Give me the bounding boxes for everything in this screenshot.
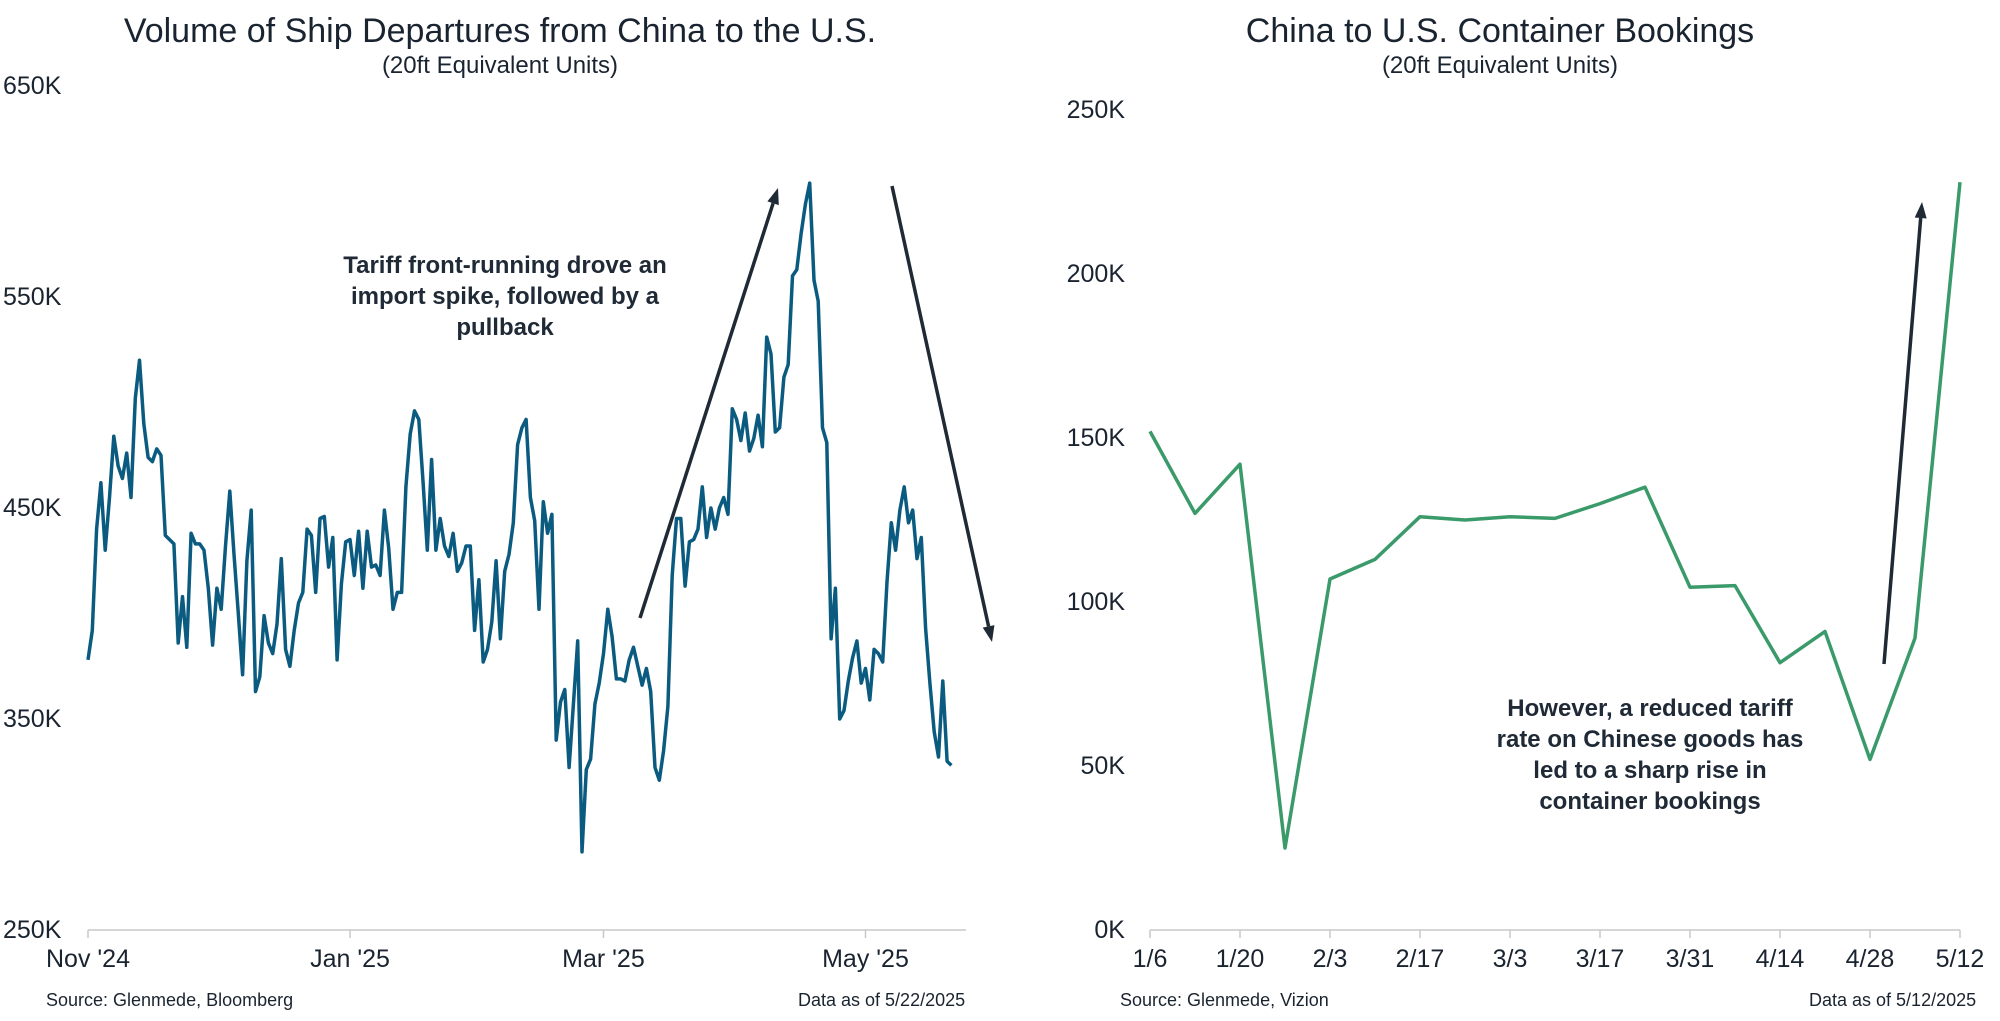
rise-arrow (638, 188, 779, 619)
chart-annotation: However, a reduced tariff rate on Chines… (1496, 695, 1804, 815)
ship-departures-series-line (86, 181, 953, 854)
x-tick-label: 3/3 (1493, 945, 1528, 973)
x-tick-label: Jan '25 (310, 945, 390, 973)
x-tick-label: 3/17 (1576, 945, 1625, 973)
x-tick-label: 2/17 (1396, 945, 1445, 973)
x-tick-label: 1/6 (1133, 945, 1168, 973)
x-tick-label: 2/3 (1313, 945, 1348, 973)
chart-title: China to U.S. Container Bookings (1245, 12, 1755, 50)
y-tick-label: 650K (3, 72, 62, 100)
chart-subtitle: (20ft Equivalent Units) (381, 52, 619, 79)
y-tick-label: 150K (1067, 424, 1126, 452)
x-tick-label: 3/31 (1666, 945, 1715, 973)
y-tick-label: 250K (1067, 96, 1126, 124)
data-as-of-note: Data as of 5/22/2025 (798, 990, 966, 1010)
y-tick-label: 50K (1081, 752, 1126, 780)
y-tick-label: 100K (1067, 588, 1126, 616)
chart-title: Volume of Ship Departures from China to … (123, 12, 877, 50)
fall-arrow (890, 185, 995, 642)
x-tick-label: May '25 (822, 945, 909, 973)
source-note: Source: Glenmede, Vizion (1120, 990, 1329, 1010)
chart-annotation: Tariff front-running drove an import spi… (343, 252, 667, 341)
container-bookings-chart: 1/6 1/20 2/3 2/17 3/3 3/17 3/31 4/14 4/28 5/12 0K 5… (1067, 96, 1985, 973)
y-tick-label: 250K (3, 916, 62, 944)
y-tick-label: 450K (3, 494, 62, 522)
x-tick-label: 1/20 (1216, 945, 1265, 973)
ship-departures-chart: Nov '24 Jan '25 Mar '25 May '25 250K 350K 450K… (3, 72, 995, 973)
surge-arrow (1882, 202, 1927, 665)
chart-subtitle: (20ft Equivalent Units) (1381, 52, 1619, 79)
y-tick-label: 350K (3, 705, 62, 733)
container-bookings-series-line (1148, 182, 1962, 850)
y-tick-label: 200K (1067, 260, 1126, 288)
x-tick-label: 4/14 (1756, 945, 1805, 973)
y-tick-label: 550K (3, 283, 62, 311)
x-tick-label: Mar '25 (562, 945, 645, 973)
source-note: Source: Glenmede, Bloomberg (46, 990, 294, 1010)
left-chart-panel: Volume of Ship Departures from China to … (3, 12, 995, 1010)
x-tick-label: Nov '24 (46, 945, 130, 973)
x-tick-label: 5/12 (1936, 945, 1985, 973)
x-tick-label: 4/28 (1846, 945, 1895, 973)
y-tick-label: 0K (1094, 916, 1125, 944)
right-chart-panel: China to U.S. Container Bookings (20ft E… (1000, 0, 2000, 1021)
data-as-of-note: Data as of 5/12/2025 (1809, 990, 1977, 1010)
